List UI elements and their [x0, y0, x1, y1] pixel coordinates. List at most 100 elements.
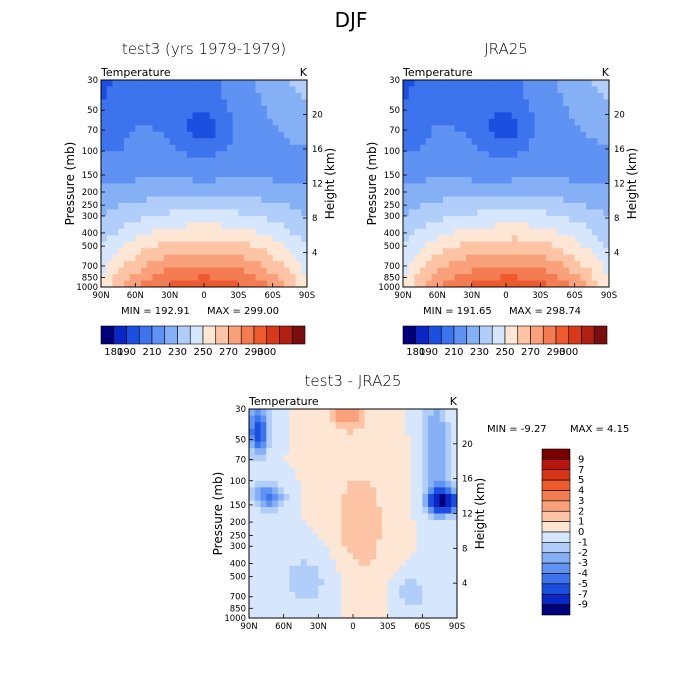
contour-cell: [403, 267, 410, 275]
contour-cell: [381, 480, 389, 488]
contour-cell: [414, 118, 421, 126]
contour-cell: [568, 215, 576, 223]
contour-cell: [238, 215, 245, 223]
contour-cell: [420, 177, 427, 184]
contour-cell: [511, 215, 518, 223]
contour-cell: [591, 248, 598, 256]
contour-cell: [261, 99, 268, 107]
contour-cell: [597, 254, 604, 262]
contour-cell: [278, 118, 285, 126]
contour-cell: [141, 80, 148, 87]
contour-cell: [580, 112, 587, 120]
contour-cell: [477, 164, 484, 171]
contour-cell: [123, 202, 131, 210]
contour-cell: [393, 448, 400, 456]
contour-cell: [523, 196, 530, 204]
colorbar-label: 9: [578, 454, 584, 465]
contour-cell: [488, 131, 495, 139]
contour-cell: [249, 196, 256, 204]
contour-cell: [204, 86, 211, 94]
contour-cell: [347, 448, 354, 456]
contour-cell: [477, 254, 484, 262]
contour-cell: [266, 138, 274, 146]
contour-cell: [232, 196, 239, 204]
contour-cell: [221, 99, 228, 107]
contour-cell: [431, 254, 438, 262]
contour-cell: [272, 228, 279, 236]
contour-cell: [540, 131, 547, 139]
max-label: MAX = 4.15: [570, 424, 629, 435]
contour-cell: [106, 92, 113, 100]
contour-cell: [483, 144, 490, 152]
colorbar-label: 180: [406, 347, 425, 358]
contour-cell: [408, 235, 415, 243]
contour-cell: [129, 80, 136, 87]
contour-cell: [591, 80, 598, 87]
contour-cell: [370, 546, 377, 554]
contour-cell: [312, 441, 319, 449]
colorbar-swatch: [517, 325, 531, 345]
contour-cell: [540, 274, 547, 281]
contour-cell: [101, 183, 108, 191]
contour-cell: [428, 604, 435, 612]
contour-cell: [445, 441, 452, 449]
contour-cell: [226, 196, 234, 204]
contour-cell: [272, 118, 279, 126]
contour-cell: [523, 183, 530, 191]
contour-cell: [266, 546, 273, 554]
contour-cell: [284, 254, 291, 262]
contour-cell: [278, 254, 285, 262]
contour-cell: [277, 611, 285, 619]
contour-cell: [249, 533, 256, 541]
contour-cell: [551, 157, 558, 165]
contour-cell: [370, 480, 377, 488]
contour-cell: [277, 546, 285, 554]
contour-cell: [335, 513, 342, 521]
contour-cell: [335, 474, 342, 482]
contour-cell: [186, 274, 193, 281]
contour-cell: [387, 520, 394, 527]
contour-cell: [106, 177, 113, 184]
contour-cell: [414, 92, 421, 100]
contour-cell: [169, 228, 176, 236]
contour-cell: [387, 572, 394, 580]
contour-cell: [439, 546, 446, 554]
contour-cell: [301, 585, 308, 593]
contour-cell: [254, 604, 261, 612]
contour-cell: [416, 493, 423, 501]
contour-cell: [425, 196, 433, 204]
contour-cell: [312, 598, 319, 606]
contour-cell: [146, 261, 153, 268]
contour-cell: [381, 415, 389, 423]
contour-cell: [255, 157, 262, 165]
contour-cell: [546, 157, 553, 165]
contour-cell: [289, 487, 296, 495]
contour-cell: [301, 105, 308, 113]
contour-cell: [192, 170, 199, 178]
contour-cell: [266, 254, 274, 262]
contour-cell: [420, 196, 427, 204]
contour-cell: [209, 202, 216, 210]
contour-cell: [301, 189, 308, 197]
contour-cell: [272, 480, 279, 488]
contour-cell: [135, 170, 142, 178]
contour-cell: [586, 125, 593, 133]
contour-cell: [146, 254, 153, 262]
contour-cell: [433, 585, 441, 593]
contour-cell: [289, 112, 296, 120]
contour-cell: [335, 552, 342, 560]
contour-cell: [353, 520, 360, 527]
contour-cell: [523, 280, 530, 288]
contour-cell: [192, 189, 199, 197]
contour-cell: [557, 215, 564, 223]
contour-cell: [540, 280, 547, 288]
max-label: MAX = 298.74: [509, 306, 581, 317]
contour-cell: [381, 500, 389, 508]
contour-cell: [135, 80, 142, 87]
contour-cell: [364, 474, 371, 482]
contour-cell: [511, 189, 518, 197]
contour-cell: [410, 552, 417, 560]
contour-cell: [494, 274, 501, 281]
contour-cell: [277, 591, 285, 599]
colorbar-swatch: [541, 469, 571, 481]
